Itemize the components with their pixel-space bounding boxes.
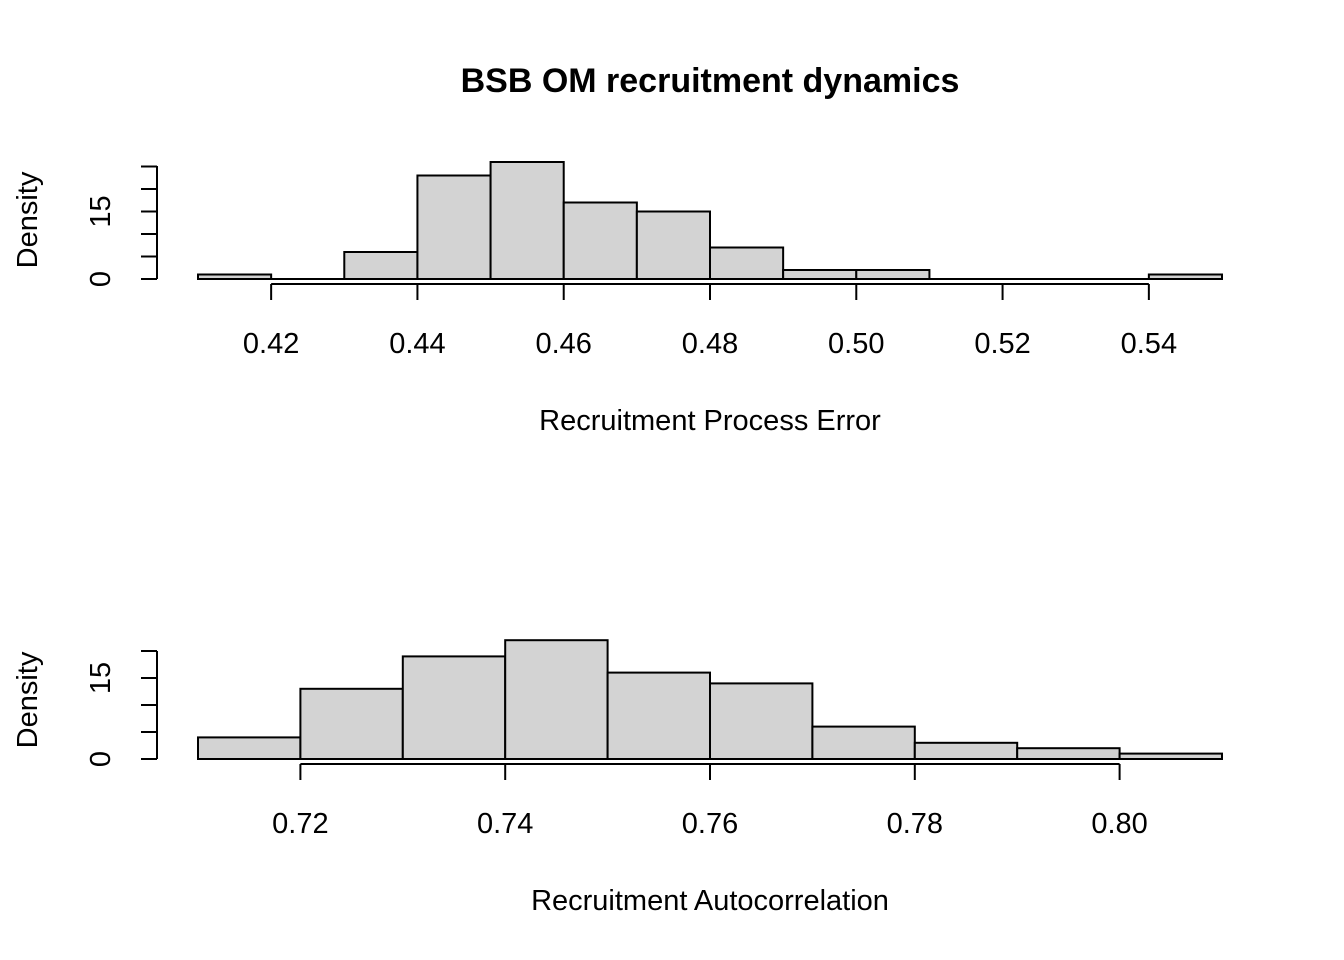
histogram-bar [343,251,419,280]
histogram-bar [504,639,609,761]
histogram-bar [489,161,565,280]
x-tick-label: 0.50 [828,328,884,360]
x-axis: 0.72 0.74 0.76 0.78 0.80 [272,763,1148,840]
histogram-bar [401,655,507,761]
x-tick-label: 0.72 [272,808,328,840]
y-axis-label: Density [12,651,44,748]
x-tick-label: 0.54 [1121,328,1177,360]
chart-title: BSB OM recruitment dynamics [461,62,960,100]
histogram-panel-process-error: 0.42 0.44 0.46 0.48 0.50 0.52 0.54 0 15 Recruit… [12,161,1224,437]
y-tick-label: 0 [85,751,117,767]
histogram-bar [1147,273,1224,280]
x-tick-label: 0.48 [682,328,738,360]
histogram-bar [562,201,638,280]
x-axis-label: Recruitment Autocorrelation [531,885,889,917]
histogram-bar [197,273,273,280]
y-axis: 0 15 [85,650,158,767]
x-tick-label: 0.74 [477,808,533,840]
histogram-bar [913,741,1019,760]
y-tick-label: 15 [85,195,117,227]
x-tick-label: 0.78 [887,808,943,840]
histogram-bar [299,687,404,760]
y-axis: 0 15 [85,165,158,287]
histogram-bar [635,210,711,280]
histogram-bar [416,174,492,280]
y-axis-label: Density [12,171,44,268]
histogram-bar [606,671,711,760]
x-axis: 0.42 0.44 0.46 0.48 0.50 0.52 0.54 [243,283,1177,360]
histogram-bar [709,246,785,280]
x-tick-label: 0.44 [389,328,445,360]
histogram-bar [1118,752,1223,760]
y-tick-label: 15 [85,662,117,694]
y-tick-label: 0 [85,271,117,287]
bars-group [197,639,1223,761]
x-tick-label: 0.52 [974,328,1030,360]
x-tick-label: 0.76 [682,808,738,840]
x-tick-label: 0.46 [535,328,591,360]
bars-group [197,161,1224,281]
x-axis-label: Recruitment Process Error [539,405,881,437]
histogram-bar [782,269,858,280]
histogram-bar [855,269,931,280]
x-tick-label: 0.80 [1091,808,1147,840]
x-tick-label: 0.42 [243,328,299,360]
histogram-panel-autocorrelation: 0.72 0.74 0.76 0.78 0.80 0 15 Recruitment Aut… [12,639,1223,917]
histogram-bar [1016,747,1121,761]
histogram-bar [709,682,814,761]
histogram-bar [197,736,302,761]
histogram-bar [811,725,916,760]
